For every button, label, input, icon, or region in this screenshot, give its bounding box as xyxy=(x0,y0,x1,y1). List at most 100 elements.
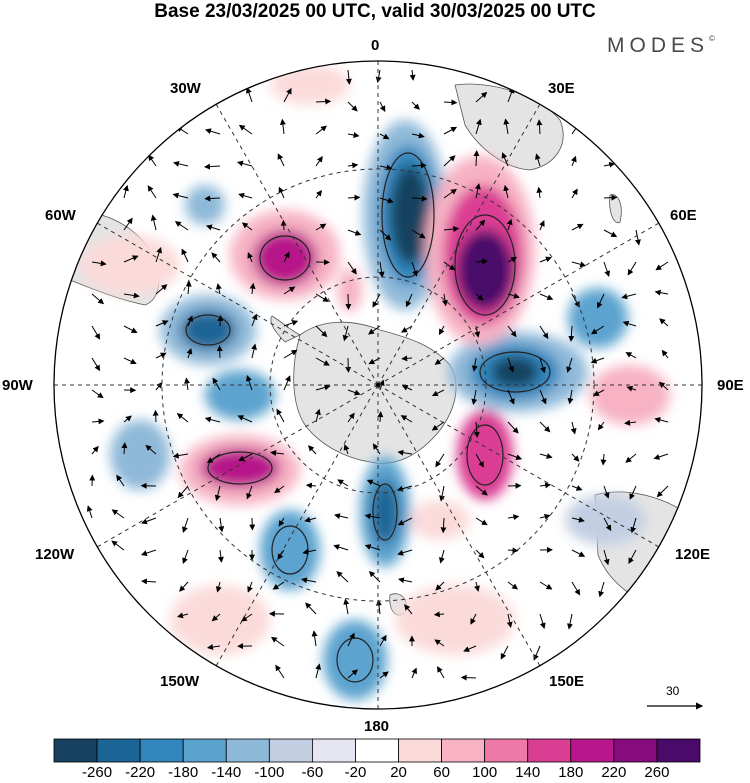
wind-vector xyxy=(123,255,139,263)
wind-vector xyxy=(539,357,546,374)
colorbar-tick-label: -100 xyxy=(254,764,285,781)
wind-vector xyxy=(345,293,352,310)
wind-vector xyxy=(625,453,637,463)
wind-vector xyxy=(111,540,125,551)
colorbar-tick-label: -220 xyxy=(125,764,156,781)
wind-vector xyxy=(571,188,578,199)
wind-vector xyxy=(625,352,637,359)
wind-vector xyxy=(593,389,605,396)
wind-vector xyxy=(155,284,168,295)
wind-vector xyxy=(431,421,445,431)
wind-vector xyxy=(507,292,520,299)
wind-vector xyxy=(111,509,125,519)
wind-vector xyxy=(539,293,554,301)
wind-vector xyxy=(305,482,317,489)
wind-vector xyxy=(400,415,413,423)
wind-vector xyxy=(439,549,445,564)
wind-vector xyxy=(155,382,163,391)
wind-vector xyxy=(364,544,381,551)
wind-vector xyxy=(179,581,189,592)
wind-vector xyxy=(443,226,460,233)
modes-logo: MODES© xyxy=(607,34,715,58)
wind-vector xyxy=(398,577,413,584)
wind-vector xyxy=(658,381,669,391)
wind-vector xyxy=(347,669,358,679)
wind-vector xyxy=(411,132,425,139)
wind-vector xyxy=(277,549,285,560)
wind-vector xyxy=(378,261,385,278)
colorbar-tick-label: -60 xyxy=(301,764,324,781)
wind-vector xyxy=(475,219,486,231)
wind-vector xyxy=(603,261,611,277)
wind-vector xyxy=(397,517,413,526)
wind-vector xyxy=(247,252,253,263)
wind-vector xyxy=(539,389,547,405)
wind-vector xyxy=(333,544,349,551)
wind-vector xyxy=(91,418,105,425)
wind-vector xyxy=(507,581,519,590)
wind-vector xyxy=(238,453,253,462)
wind-vector xyxy=(181,248,189,263)
wind-vector xyxy=(600,453,607,466)
wind-vector xyxy=(570,421,577,435)
wind-vector xyxy=(475,453,484,468)
wind-vector xyxy=(315,223,327,231)
wind-vector xyxy=(347,261,357,275)
antarctica xyxy=(293,321,457,464)
wind-vector xyxy=(603,229,618,237)
lon-label-0: 0 xyxy=(371,37,380,54)
wind-vector xyxy=(182,517,189,533)
wind-vector xyxy=(571,485,583,491)
colorbar-swatch xyxy=(441,738,486,763)
colorbar-tick-label: 140 xyxy=(515,764,541,781)
wind-vector xyxy=(411,229,426,239)
wind-vector xyxy=(506,218,513,231)
wind-vector xyxy=(272,581,285,590)
wind-vector xyxy=(245,87,253,103)
wind-vector xyxy=(507,325,517,338)
wind-vector xyxy=(590,357,605,364)
wind-vector xyxy=(401,325,413,333)
wind-vector xyxy=(659,318,669,327)
wind-vector xyxy=(187,315,193,327)
wind-vector xyxy=(438,325,445,336)
wind-vector xyxy=(241,222,253,231)
wind-vector xyxy=(279,118,286,135)
wind-vector xyxy=(336,571,349,583)
lon-label-30w: 30W xyxy=(170,80,201,97)
wind-vector xyxy=(536,186,543,199)
colorbar-tick-label: -20 xyxy=(344,764,367,781)
wind-vector xyxy=(215,581,222,593)
wind-vector xyxy=(91,389,104,399)
wind-vector xyxy=(377,411,384,423)
wind-vector xyxy=(539,220,545,231)
wind-vector xyxy=(474,183,481,199)
colorbar-tick-label: 220 xyxy=(601,764,627,781)
wind-vector xyxy=(567,389,574,405)
reference-vector-label: 30 xyxy=(666,684,680,698)
wind-vector xyxy=(176,413,189,423)
colorbar-tick-label: 20 xyxy=(390,764,407,781)
wind-vector xyxy=(315,155,323,167)
wind-vector xyxy=(507,514,520,521)
wind-vector xyxy=(347,101,358,112)
wind-vector xyxy=(278,517,285,527)
wind-vector xyxy=(621,293,637,300)
wind-vector xyxy=(404,604,413,615)
wind-vector xyxy=(246,375,253,391)
wind-vector xyxy=(283,349,298,359)
wind-vector xyxy=(276,408,285,423)
wind-vector xyxy=(246,485,253,500)
wind-vector xyxy=(590,325,605,335)
wind-vector xyxy=(622,320,637,327)
wind-vector xyxy=(661,349,669,359)
wind-vector xyxy=(247,581,253,593)
wind-vector xyxy=(433,611,445,618)
wind-vector xyxy=(401,385,413,391)
wind-vector xyxy=(539,513,551,520)
colorbar-swatch xyxy=(570,738,615,763)
wind-vector xyxy=(598,581,605,598)
wind-vector xyxy=(475,485,488,496)
wind-vector xyxy=(475,293,484,301)
wind-vector xyxy=(653,453,669,460)
